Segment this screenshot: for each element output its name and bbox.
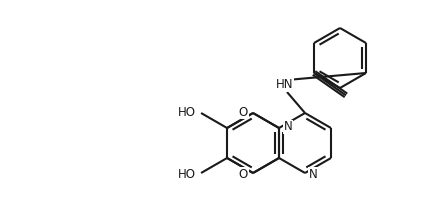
Text: HN: HN — [276, 78, 294, 92]
Text: O: O — [239, 106, 248, 119]
Text: O: O — [239, 167, 248, 180]
Text: N: N — [284, 120, 293, 134]
Text: HO: HO — [178, 167, 196, 180]
Text: N: N — [309, 167, 318, 180]
Text: HO: HO — [178, 106, 196, 119]
